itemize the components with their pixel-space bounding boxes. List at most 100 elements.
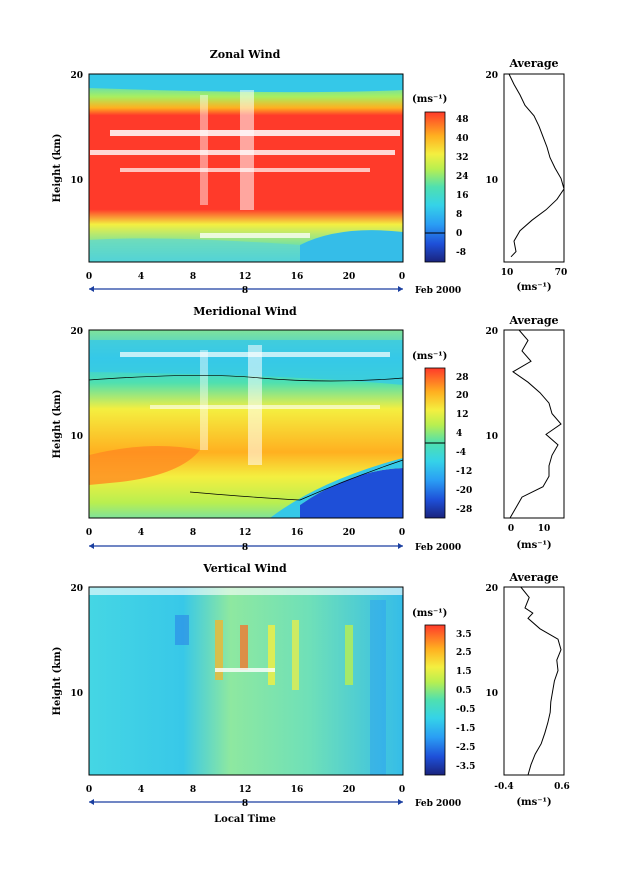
profile-x-tick: 0.6 bbox=[554, 782, 570, 792]
streak bbox=[268, 625, 275, 685]
day-line-left-arrow bbox=[89, 286, 94, 292]
x-tick-label: 4 bbox=[138, 272, 144, 282]
contour-line bbox=[189, 459, 404, 501]
colorbar-tick: 24 bbox=[456, 172, 469, 182]
y-tick-label: 10 bbox=[70, 689, 83, 699]
x-tick-label: 0 bbox=[399, 785, 405, 795]
panel-vertical: Vertical Wind Height (km) 20 10 0 4 8 12… bbox=[52, 562, 570, 825]
profile-x-tick: 70 bbox=[555, 268, 568, 278]
colorbar-tick: -1.5 bbox=[456, 724, 475, 734]
profile-x-tick: 10 bbox=[501, 268, 514, 278]
streak bbox=[240, 625, 248, 670]
day-label: 8 bbox=[242, 799, 248, 809]
day-line-right-arrow bbox=[398, 799, 403, 805]
profile-x-tick: 0 bbox=[508, 524, 514, 534]
x-tick-label: 16 bbox=[291, 528, 304, 538]
colorbar-tick: -28 bbox=[456, 505, 472, 515]
gap-low bbox=[200, 233, 310, 238]
streak-blue bbox=[370, 600, 386, 775]
heatmap-top-cyan bbox=[89, 340, 403, 385]
x-tick-label: 0 bbox=[86, 785, 92, 795]
profile-title: Average bbox=[508, 571, 558, 584]
y-tick-label: 10 bbox=[70, 432, 83, 442]
date-label: Feb 2000 bbox=[415, 286, 461, 296]
frame bbox=[88, 586, 404, 776]
x-tick-label: 12 bbox=[239, 528, 252, 538]
gap-band bbox=[215, 668, 275, 672]
colorbar: (ms⁻¹) 28 20 12 4 -4 -12 -20 -28 bbox=[412, 351, 472, 519]
x-tick-label: 0 bbox=[86, 528, 92, 538]
colorbar-tick: 0 bbox=[456, 229, 462, 239]
day-line-left-arrow bbox=[89, 799, 94, 805]
profile-y-tick: 20 bbox=[485, 584, 498, 594]
heatmap-zonal bbox=[88, 73, 404, 263]
gap-col-2 bbox=[200, 350, 208, 450]
frame bbox=[88, 329, 404, 519]
contour-line bbox=[88, 375, 404, 382]
profile-line bbox=[509, 329, 562, 519]
heatmap-low-cyan bbox=[270, 458, 403, 518]
panel-title: Zonal Wind bbox=[210, 48, 281, 61]
x-tick-label: 16 bbox=[291, 272, 304, 282]
x-tick-label: 8 bbox=[190, 272, 196, 282]
colorbar-tick: 1.5 bbox=[456, 667, 472, 677]
panel-title: Vertical Wind bbox=[202, 562, 287, 575]
y-axis-label: Height (km) bbox=[52, 390, 63, 459]
profile-y-tick: 10 bbox=[485, 689, 498, 699]
profile-y-tick: 20 bbox=[485, 71, 498, 81]
profile-frame bbox=[503, 586, 565, 776]
colorbar-tick: -3.5 bbox=[456, 762, 475, 772]
x-tick-label: 12 bbox=[239, 785, 252, 795]
gap-band-2 bbox=[150, 405, 380, 409]
x-tick-label: 16 bbox=[291, 785, 304, 795]
profile-y-tick: 20 bbox=[485, 327, 498, 337]
x-tick-label: 4 bbox=[138, 528, 144, 538]
colorbar-tick: -2.5 bbox=[456, 743, 475, 753]
colorbar-tick: 2.5 bbox=[456, 648, 472, 658]
heatmap-top-band bbox=[89, 74, 403, 93]
y-axis-label: Height (km) bbox=[52, 647, 63, 716]
y-axis-label: Height (km) bbox=[52, 134, 63, 203]
profile-meridional: Average 20 10 0 10 (ms⁻¹) bbox=[485, 314, 565, 551]
colorbar-tick: -8 bbox=[456, 248, 466, 258]
profile-line bbox=[520, 586, 562, 776]
day-label: 8 bbox=[242, 286, 248, 296]
profile-line bbox=[508, 73, 565, 258]
heatmap-low-blue bbox=[300, 468, 403, 518]
profile-x-tick: 10 bbox=[538, 524, 551, 534]
gap-col-2 bbox=[200, 95, 208, 205]
date-label: Feb 2000 bbox=[415, 799, 461, 809]
gap-col-1 bbox=[240, 90, 254, 210]
gap-band-1 bbox=[110, 130, 400, 136]
day-line-left-arrow bbox=[89, 543, 94, 549]
colorbar-tick: 3.5 bbox=[456, 630, 472, 640]
panel-zonal: Zonal Wind Height (km) 20 10 0 4 8 12 16 bbox=[52, 48, 567, 296]
gap-col-1 bbox=[248, 345, 262, 465]
heatmap-orange-core bbox=[89, 446, 200, 485]
x-tick-label: 0 bbox=[86, 272, 92, 282]
profile-frame bbox=[503, 329, 565, 519]
streak-blue bbox=[175, 615, 189, 645]
heatmap-meridional bbox=[88, 329, 404, 519]
colorbar-tick: 48 bbox=[456, 115, 469, 125]
colorbar-tick: 12 bbox=[456, 410, 469, 420]
colorbar-tick: 32 bbox=[456, 153, 469, 163]
colorbar-tick: 20 bbox=[456, 391, 469, 401]
streak bbox=[345, 625, 353, 685]
streak bbox=[215, 620, 223, 680]
colorbar-unit: (ms⁻¹) bbox=[412, 351, 447, 362]
x-tick-label: 20 bbox=[343, 272, 356, 282]
date-label: Feb 2000 bbox=[415, 543, 461, 553]
profile-x-label: (ms⁻¹) bbox=[516, 797, 551, 808]
profile-y-tick: 10 bbox=[485, 176, 498, 186]
x-tick-label: 4 bbox=[138, 785, 144, 795]
x-tick-label: 0 bbox=[399, 272, 405, 282]
profile-x-tick: -0.4 bbox=[494, 782, 513, 792]
colorbar-unit: (ms⁻¹) bbox=[412, 608, 447, 619]
profile-frame bbox=[503, 73, 565, 263]
x-tick-label: 20 bbox=[343, 528, 356, 538]
colorbar-gradient bbox=[424, 111, 446, 263]
profile-x-label: (ms⁻¹) bbox=[516, 282, 551, 293]
profile-vertical: Average 20 10 -0.4 0.6 (ms⁻¹) bbox=[485, 571, 569, 808]
